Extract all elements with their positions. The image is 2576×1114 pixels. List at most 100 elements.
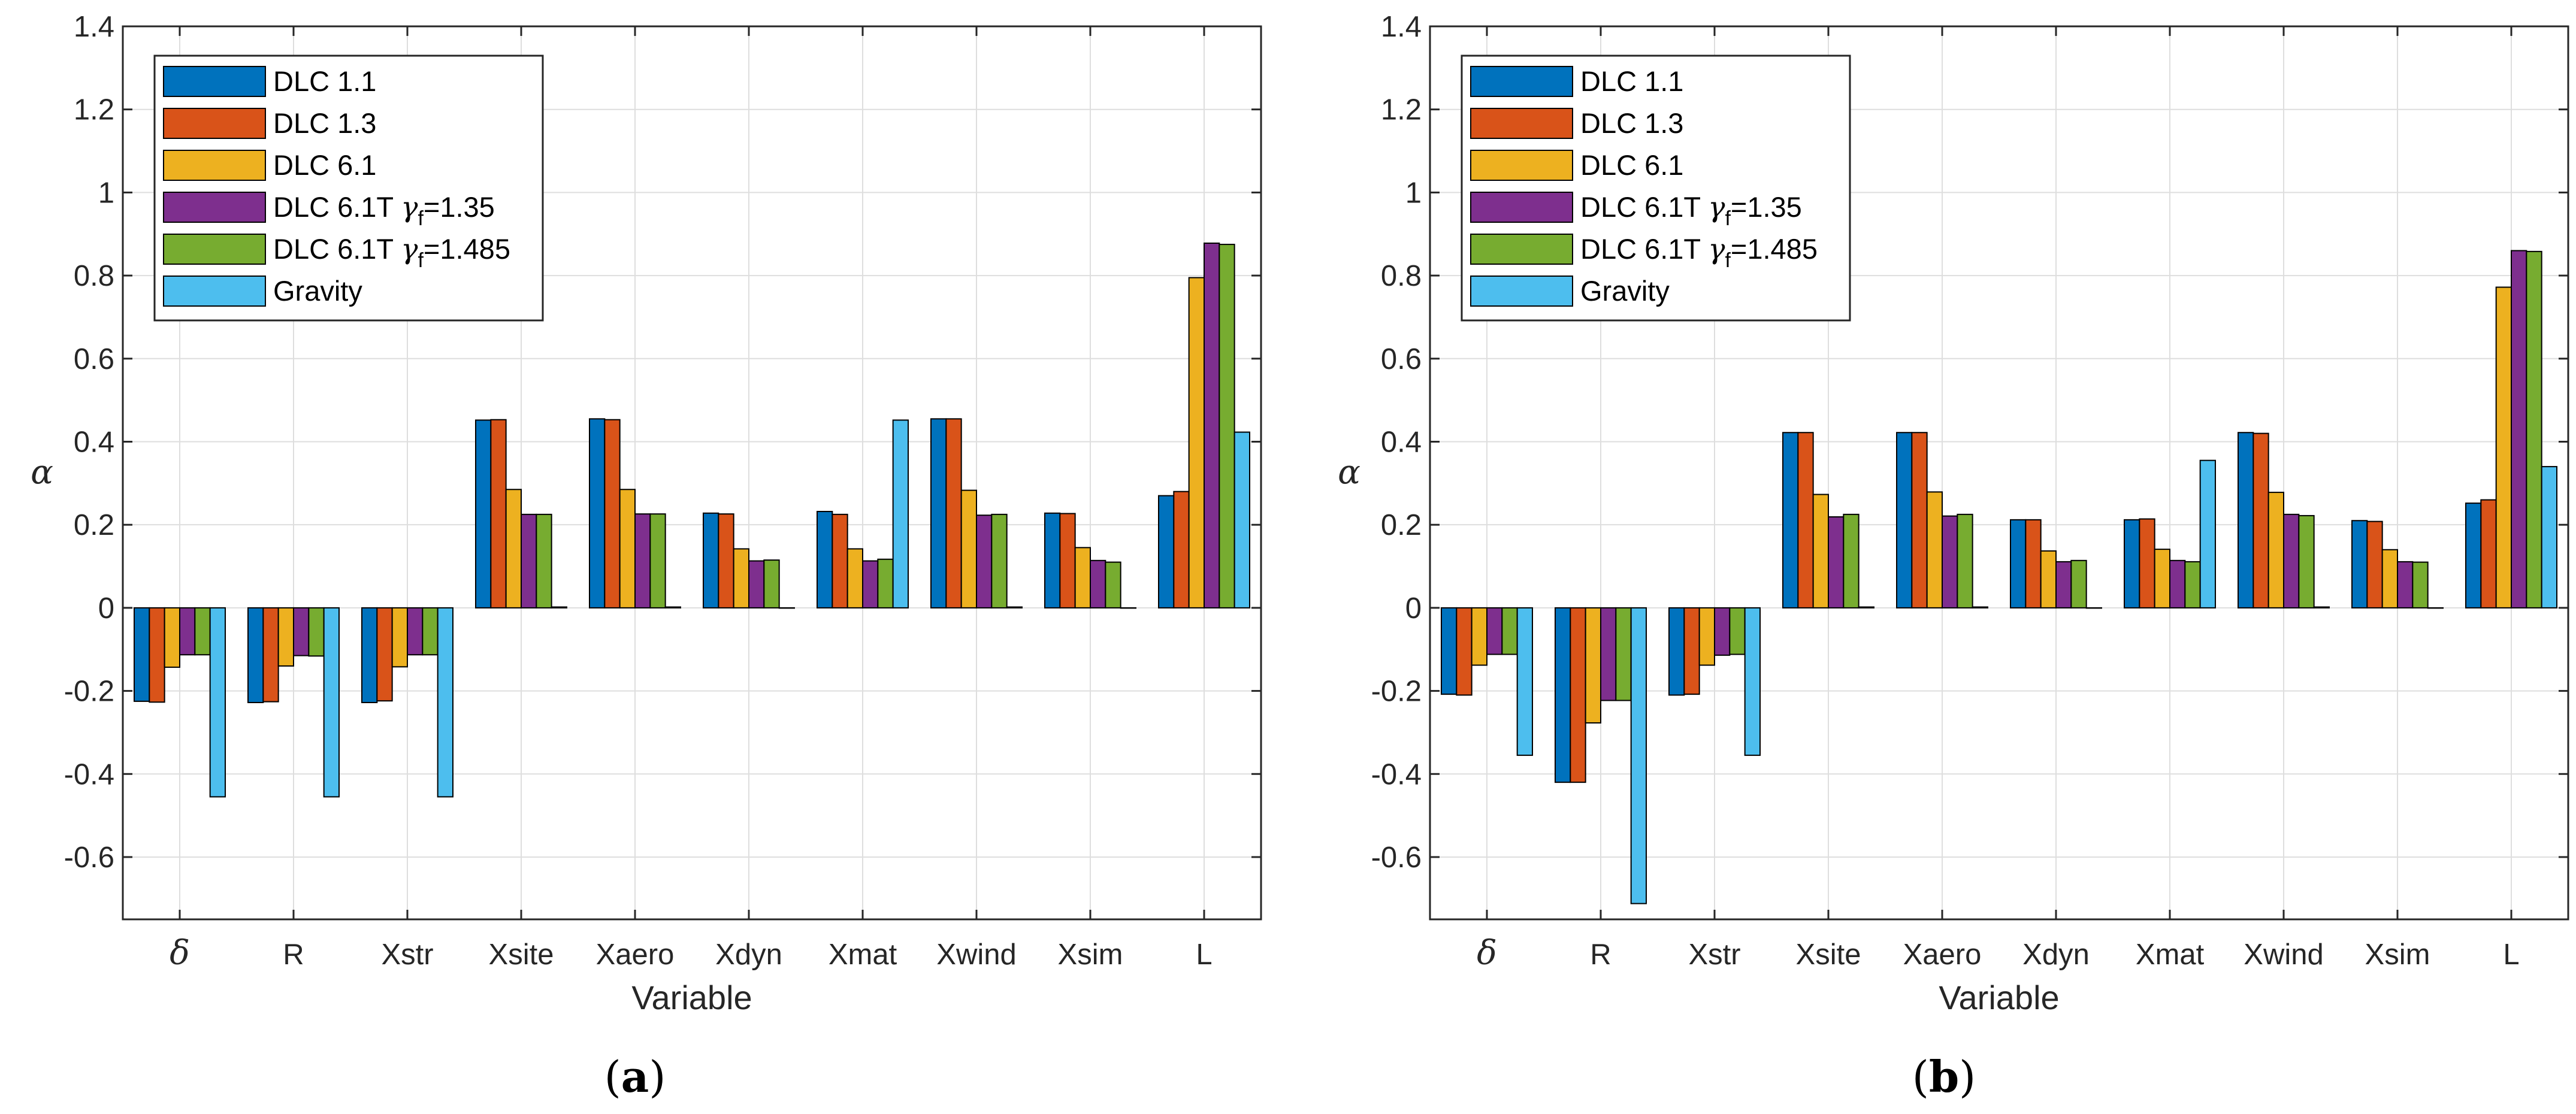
bar <box>1812 494 1830 609</box>
y-tick-label: -0.6 <box>1371 841 1422 874</box>
bar <box>505 489 522 609</box>
legend-label: DLC 6.1T γf=1.485 <box>1580 233 1818 272</box>
legend-label: DLC 6.1 <box>273 149 376 181</box>
bar <box>1668 607 1685 696</box>
axes-box <box>122 25 1262 921</box>
bar <box>2025 519 2042 609</box>
bar <box>1173 491 1190 609</box>
bar <box>361 607 378 703</box>
bar <box>1630 607 1647 904</box>
bar <box>1797 432 1814 609</box>
bar <box>976 514 993 609</box>
bar <box>2010 519 2027 609</box>
bar <box>2480 499 2497 609</box>
y-axis-label: α <box>31 453 53 492</box>
bar <box>1188 277 1205 609</box>
bar <box>164 607 180 668</box>
bar <box>2055 561 2072 609</box>
bar <box>877 558 894 609</box>
bar <box>209 607 226 798</box>
bar <box>149 607 165 703</box>
bar <box>262 607 279 703</box>
bar <box>1456 607 1473 696</box>
y-tick-label: 0.8 <box>1381 260 1422 292</box>
y-tick-label: 0.2 <box>1381 509 1422 541</box>
legend-label: DLC 1.1 <box>273 65 376 97</box>
bar <box>293 607 310 656</box>
y-tick-label: 0 <box>98 592 114 625</box>
legend-label: Gravity <box>1580 275 1670 307</box>
bar <box>1911 432 1928 609</box>
legend-label: DLC 1.1 <box>1580 65 1683 97</box>
bar <box>277 607 294 667</box>
bar <box>2366 520 2383 609</box>
x-tick-label: Xmat <box>829 939 897 971</box>
bar <box>2298 514 2315 609</box>
bar <box>1600 607 1617 701</box>
bar <box>247 607 264 703</box>
legend-swatch <box>1470 276 1573 307</box>
bar <box>1441 607 1458 695</box>
y-axis-label: α <box>1338 453 1360 492</box>
bar <box>862 560 879 609</box>
x-tick-label: δ <box>170 934 190 973</box>
bar <box>422 607 439 656</box>
bar <box>376 607 393 702</box>
bar <box>2397 561 2414 609</box>
x-tick-label: R <box>1590 939 1611 971</box>
legend-label: DLC 1.3 <box>273 107 376 139</box>
legend: DLC 1.1 DLC 1.3 DLC 6.1 DLC 6.1T γf=1.35DLC… <box>1461 55 1851 322</box>
bar <box>2427 607 2444 609</box>
bar <box>2511 250 2527 609</box>
bar <box>2541 466 2557 609</box>
bar <box>1486 607 1503 655</box>
bar <box>194 607 211 656</box>
bar <box>1714 607 1731 656</box>
bar <box>2139 518 2155 609</box>
bar <box>521 513 537 609</box>
bar <box>846 548 863 609</box>
bar <box>1683 607 1700 695</box>
legend-swatch <box>163 192 266 223</box>
bar <box>1744 607 1761 756</box>
bar <box>1090 559 1106 609</box>
y-tick-label: 0 <box>1405 592 1422 625</box>
y-tick-label: -0.4 <box>64 758 114 791</box>
legend-swatch <box>1470 66 1573 97</box>
bar <box>437 607 454 798</box>
x-tick-label: Xsite <box>1796 939 1861 971</box>
bar <box>1204 243 1220 609</box>
bar <box>634 513 651 609</box>
x-tick-label: Xaero <box>1903 939 1982 971</box>
bar <box>991 513 1008 609</box>
x-tick-label: Xmat <box>2136 939 2205 971</box>
x-tick-label: Xsim <box>1058 939 1123 971</box>
bar <box>733 548 749 609</box>
x-tick-label: Xaero <box>596 939 675 971</box>
legend-swatch <box>1470 234 1573 265</box>
x-tick-label: Xstr <box>1688 939 1740 971</box>
x-tick-label: Xsim <box>2365 939 2430 971</box>
bar <box>1926 491 1943 609</box>
bar <box>391 607 409 668</box>
bar <box>2085 607 2103 609</box>
bar <box>1105 561 1121 609</box>
bar <box>1059 513 1076 609</box>
y-tick-label: -0.4 <box>1371 758 1422 791</box>
bar <box>718 513 734 609</box>
x-tick-label: R <box>283 939 304 971</box>
bar <box>475 419 492 609</box>
bar <box>1516 607 1534 756</box>
bar <box>604 419 621 609</box>
bar <box>2154 549 2171 609</box>
x-axis-label: Variable <box>1939 979 2059 1016</box>
bar <box>2040 550 2057 609</box>
y-tick-label: 0.8 <box>74 260 114 292</box>
bar <box>1471 607 1488 666</box>
bar <box>407 607 424 656</box>
x-tick-label: Xdyn <box>2022 939 2090 971</box>
legend-label: Gravity <box>273 275 362 307</box>
bar <box>323 607 340 798</box>
bar <box>2381 549 2399 609</box>
bar <box>2412 561 2429 609</box>
